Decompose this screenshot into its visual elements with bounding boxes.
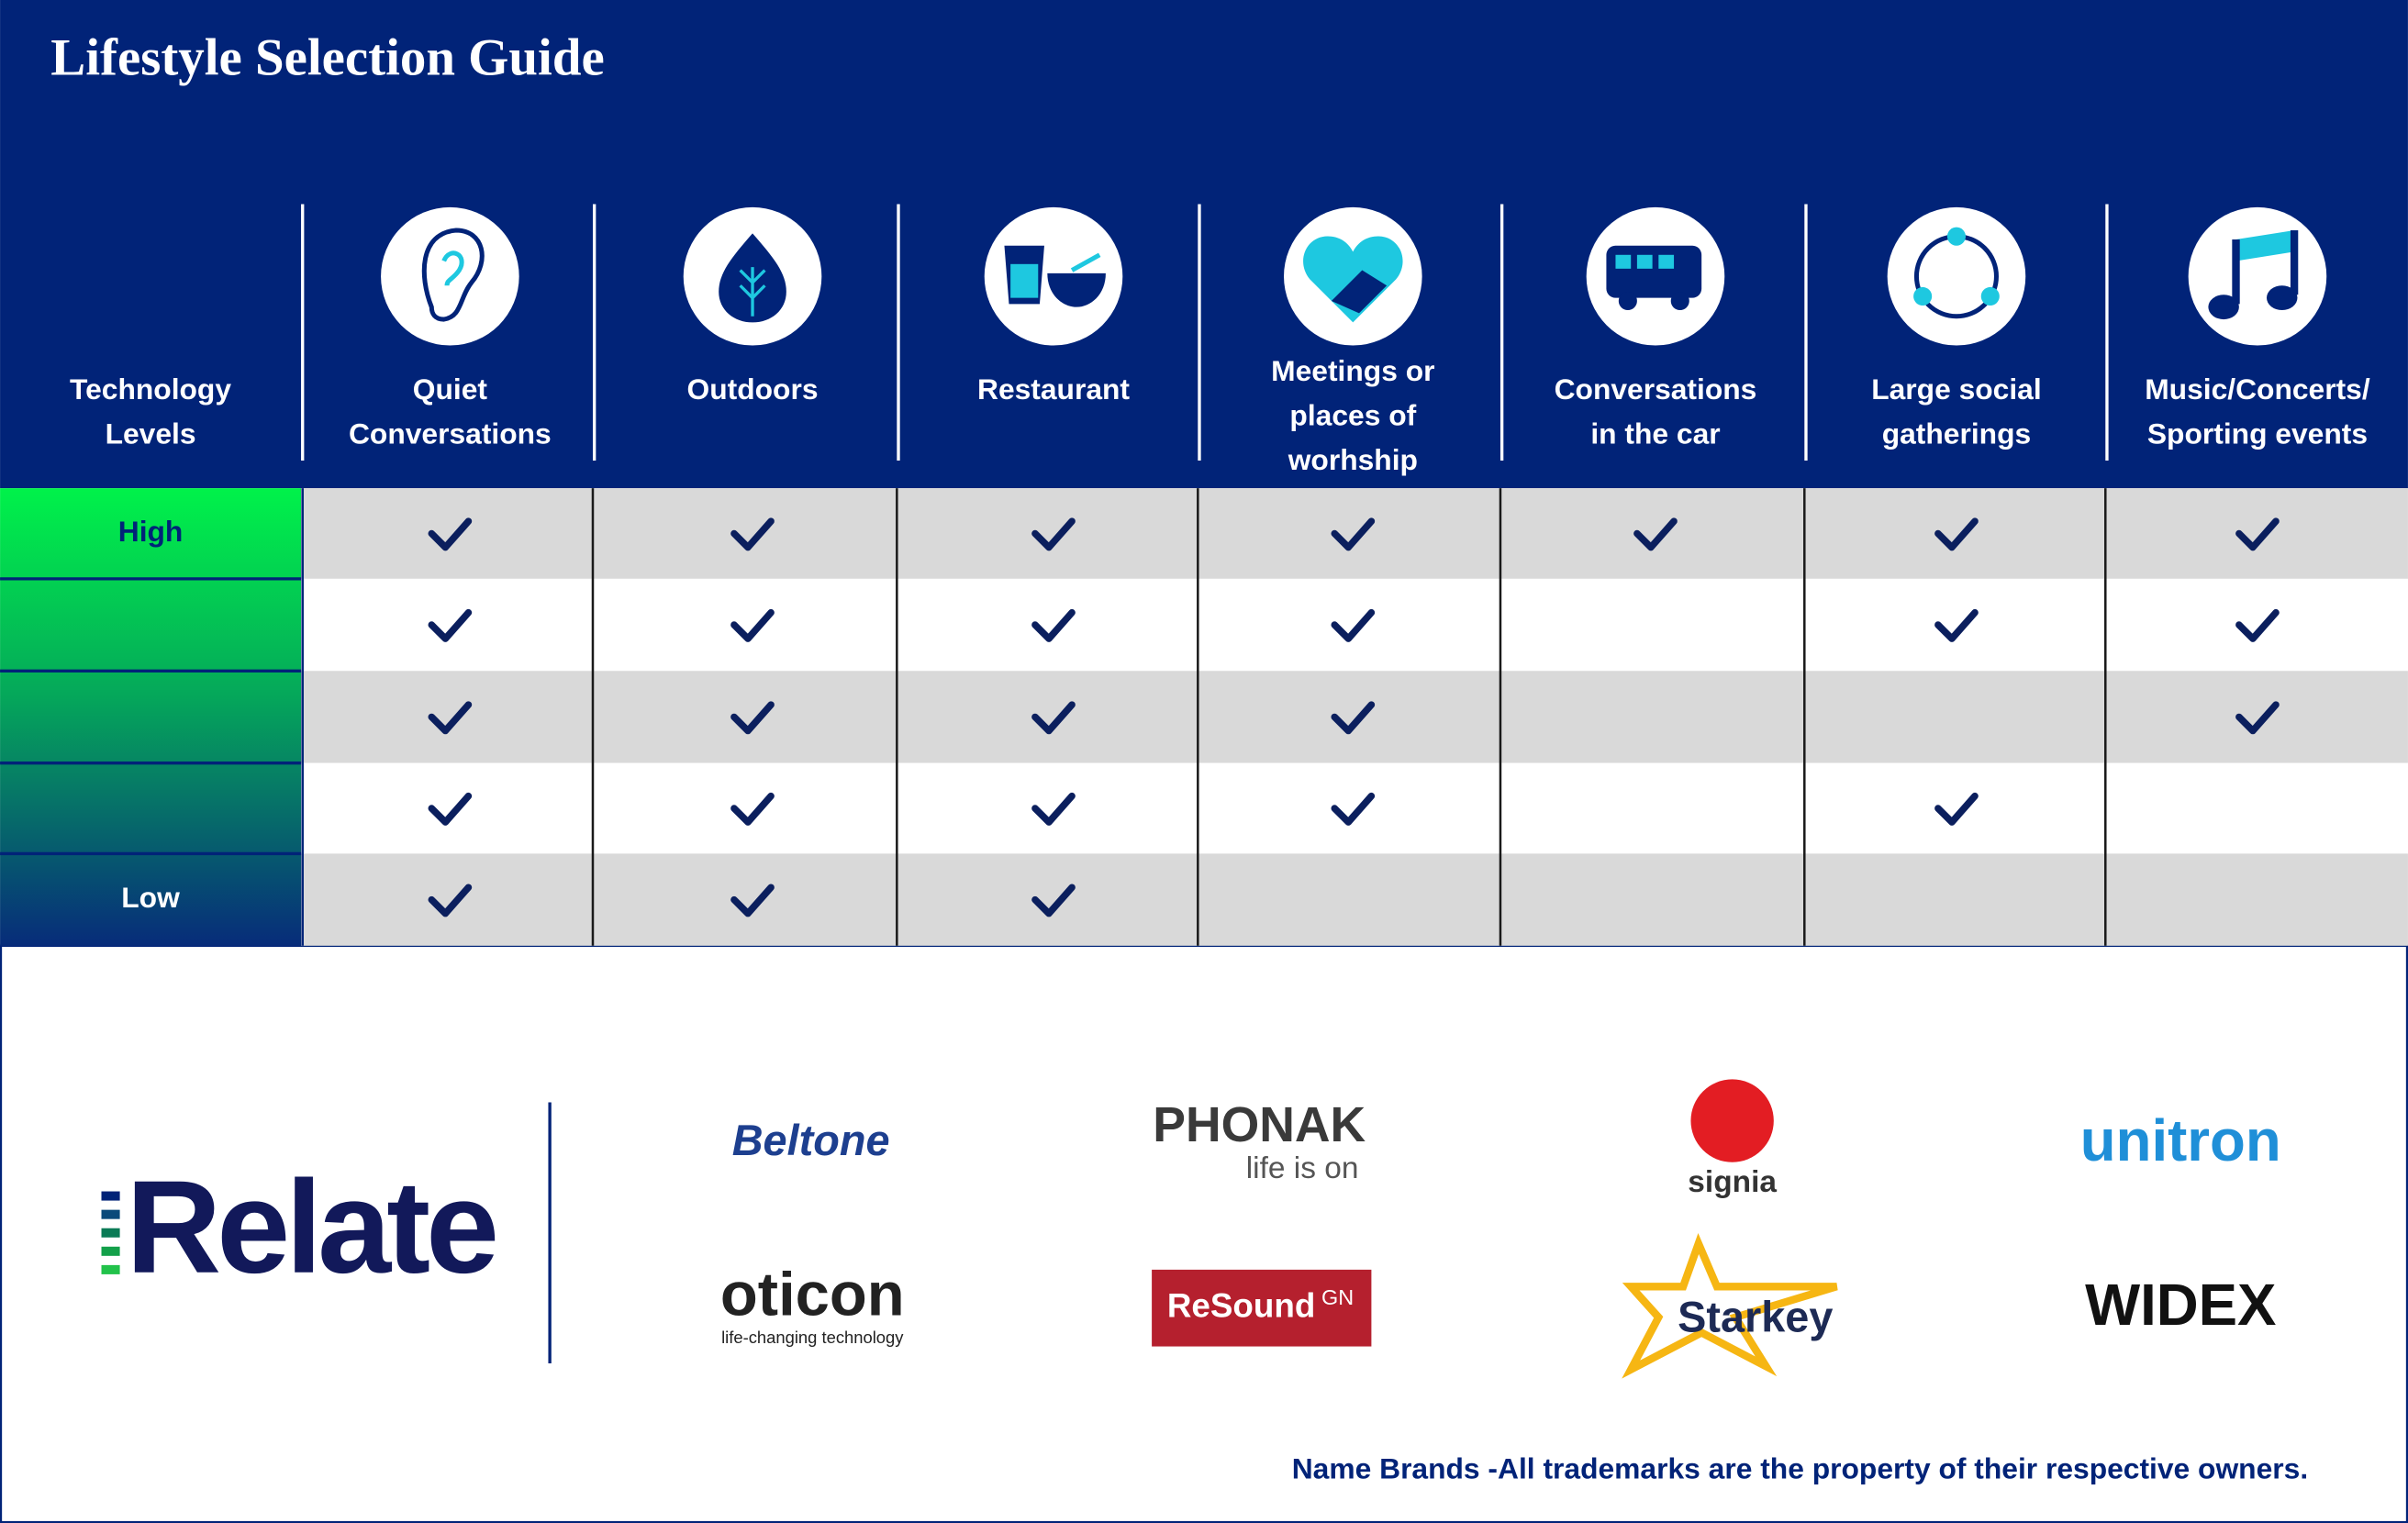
brand-box <box>1152 1269 1372 1347</box>
check-mark <box>428 701 473 735</box>
check-mark <box>1934 517 1979 551</box>
column-header: Conversations <box>1555 372 1757 406</box>
column-header: Large social <box>1871 372 2041 406</box>
icons <box>301 206 2408 946</box>
brand-name: Beltone <box>732 1117 890 1164</box>
house-brand: Relate <box>126 1154 496 1301</box>
check-mark <box>1934 792 1979 826</box>
check-mark <box>1934 608 1979 642</box>
check-mark <box>2235 701 2280 735</box>
level-label: High <box>118 515 184 548</box>
check-mark <box>730 884 775 917</box>
check-mark <box>730 608 775 642</box>
row-band <box>301 762 2408 854</box>
music-icon <box>2188 206 2327 346</box>
row-band <box>301 488 2408 579</box>
brand-name: oticon <box>720 1260 905 1328</box>
relate-logo <box>101 1191 120 1274</box>
check-mark <box>1331 701 1376 735</box>
check-mark <box>428 792 473 826</box>
check-mark <box>428 884 473 917</box>
brand-badge <box>1690 1079 1774 1162</box>
brand-name: WIDEX <box>2085 1273 2276 1338</box>
brand-name: Starkey <box>1678 1293 1833 1340</box>
check-mark <box>1031 884 1076 917</box>
brand-name: unitron <box>2080 1108 2281 1173</box>
brand-panel <box>0 944 2408 1523</box>
leaf-icon <box>683 206 822 346</box>
column-header: in the car <box>1590 417 1720 450</box>
brand-name: signia <box>1688 1165 1777 1199</box>
row-band <box>301 671 2408 763</box>
check-mark <box>730 701 775 735</box>
check-mark <box>428 517 473 551</box>
column-header: Conversations <box>349 417 552 450</box>
brand-tagline: life-changing technology <box>721 1328 904 1347</box>
check-mark <box>1331 517 1376 551</box>
column-header: worhship <box>1288 443 1418 476</box>
van-icon <box>1586 206 1725 346</box>
column-header: Music/Concerts/ <box>2145 372 2370 406</box>
column-header: Sporting events <box>2147 417 2368 450</box>
check-mark <box>1331 608 1376 642</box>
brand-name: ReSound <box>1167 1286 1316 1324</box>
column-header: Outdoors <box>687 372 819 406</box>
column-header: Technology <box>70 372 231 406</box>
check-mark <box>1031 608 1076 642</box>
check-mark <box>2235 608 2280 642</box>
check-mark <box>428 608 473 642</box>
brand-tagline: life is on <box>1246 1151 1359 1185</box>
check-mark <box>1031 517 1076 551</box>
check-mark <box>1031 701 1076 735</box>
title: Lifestyle Selection Guide <box>50 29 604 87</box>
check-mark <box>1331 792 1376 826</box>
gathering-icon <box>1887 206 2026 346</box>
level-gradient <box>0 488 302 946</box>
check-mark <box>1633 517 1678 551</box>
footer-note: Name Brands -All trademarks are the prop… <box>1292 1451 2308 1484</box>
column-header: places of <box>1289 399 1416 432</box>
ear-icon <box>381 206 519 346</box>
level-label: Low <box>121 881 180 914</box>
brand-star <box>1622 1232 1838 1379</box>
restaurant-icon <box>984 206 1123 346</box>
column-header: Meetings or <box>1271 354 1434 387</box>
column-header: Levels <box>106 417 196 450</box>
column-header: gatherings <box>1882 417 2031 450</box>
row-band <box>301 578 2408 672</box>
column-header: Quiet <box>413 372 488 406</box>
handshake-icon <box>1284 206 1422 346</box>
brand-name: PHONAK <box>1153 1098 1366 1152</box>
check-mark <box>2235 517 2280 551</box>
check-mark <box>730 517 775 551</box>
row-band <box>301 853 2408 946</box>
brand-tagline: GN <box>1321 1285 1354 1309</box>
check-mark <box>730 792 775 826</box>
column-header: Restaurant <box>977 372 1130 406</box>
check-mark <box>1031 792 1076 826</box>
